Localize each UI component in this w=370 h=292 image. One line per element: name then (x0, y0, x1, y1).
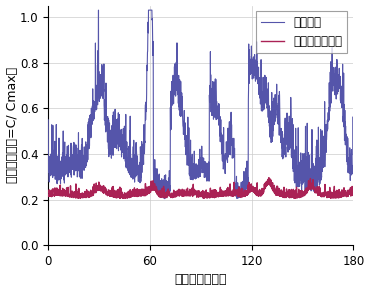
Y-axis label: 基準化濃度（=C/ Cmax）: 基準化濃度（=C/ Cmax） (6, 67, 18, 183)
ミスト帯電あり (160, 194, 165, 198)
対策無し (351, 153, 356, 156)
ミスト帯電あり (111, 195, 116, 199)
対策無し (46, 118, 51, 121)
ミスト帯電あり (171, 193, 175, 197)
Line: 対策無し: 対策無し (48, 10, 353, 199)
Legend: 対策無し, ミスト帯電あり: 対策無し, ミスト帯電あり (256, 11, 347, 53)
ミスト帯電あり (46, 194, 51, 198)
ミスト帯電あり (78, 197, 83, 200)
対策無し (111, 121, 116, 124)
ミスト帯電あり (172, 193, 176, 197)
対策無し (171, 74, 175, 77)
ミスト帯電あり (267, 176, 271, 180)
対策無し (255, 40, 259, 44)
ミスト帯電あり (64, 190, 68, 194)
対策無し (96, 8, 101, 12)
Line: ミスト帯電あり: ミスト帯電あり (48, 178, 353, 198)
ミスト帯電あり (351, 194, 356, 197)
X-axis label: 経過時間（秒）: 経過時間（秒） (175, 273, 227, 286)
対策無し (64, 160, 68, 164)
対策無し (160, 179, 165, 182)
対策無し (172, 78, 177, 82)
対策無し (162, 197, 167, 200)
ミスト帯電あり (255, 194, 259, 197)
